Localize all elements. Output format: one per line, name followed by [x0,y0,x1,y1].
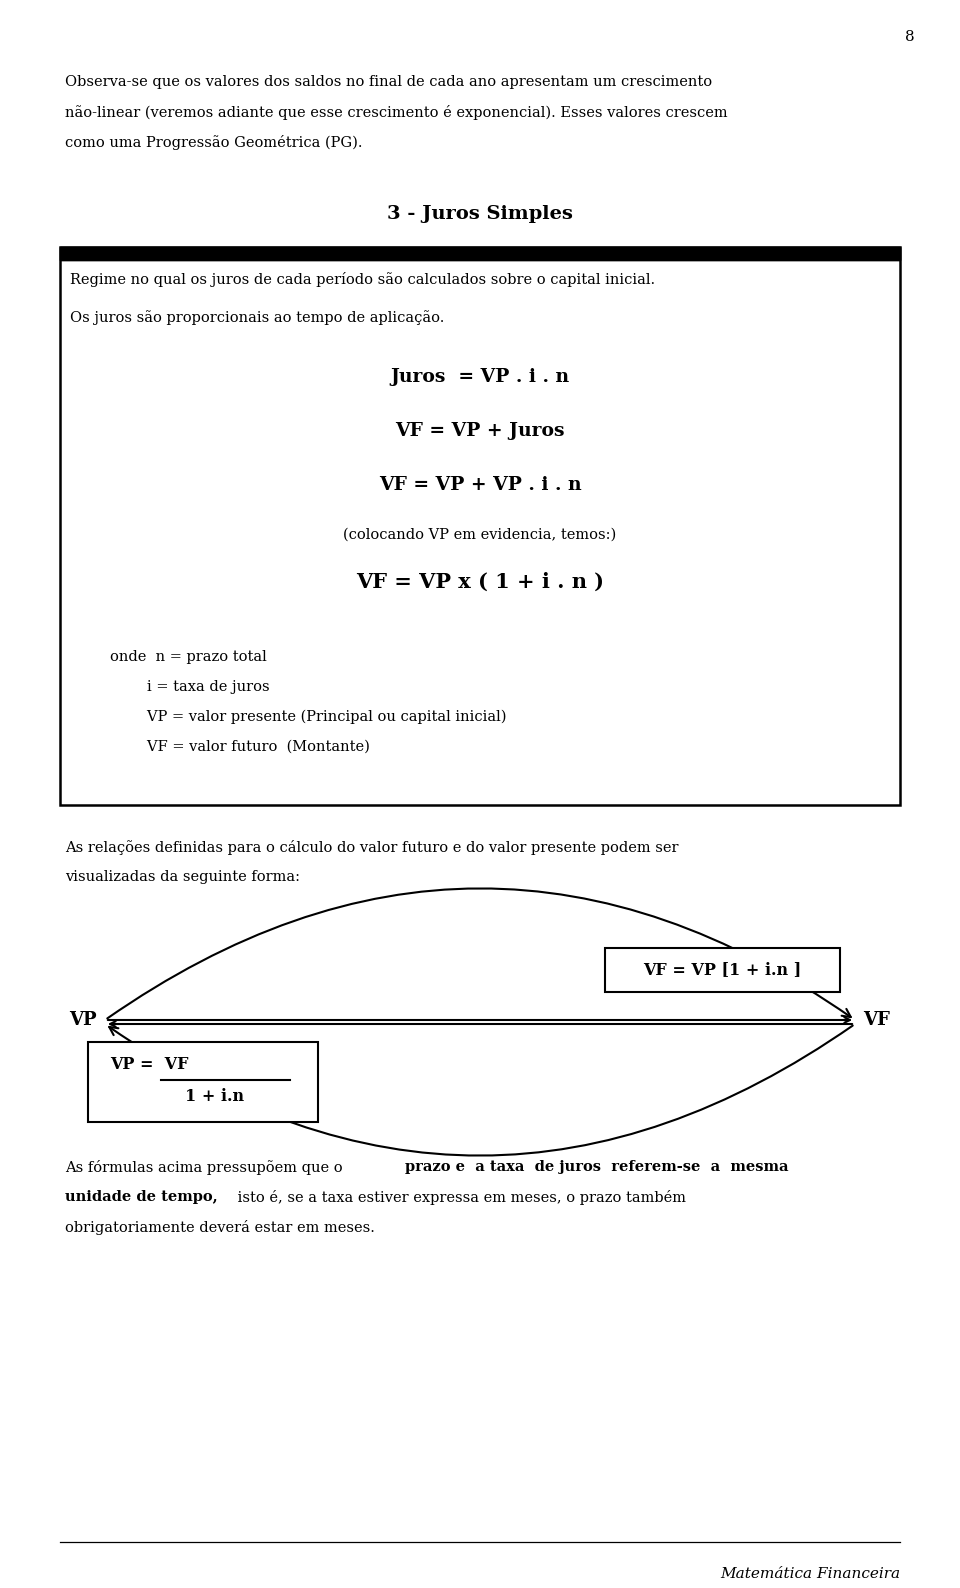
Text: onde  n = prazo total: onde n = prazo total [110,649,267,664]
Text: como uma Progressão Geométrica (PG).: como uma Progressão Geométrica (PG). [65,135,363,149]
Text: 8: 8 [905,30,915,44]
Text: Observa-se que os valores dos saldos no final de cada ano apresentam um crescime: Observa-se que os valores dos saldos no … [65,75,712,89]
Text: Juros  = VP . i . n: Juros = VP . i . n [391,368,569,386]
Text: isto é, se a taxa estiver expressa em meses, o prazo também: isto é, se a taxa estiver expressa em me… [233,1189,686,1205]
Text: unidade de tempo,: unidade de tempo, [65,1189,218,1204]
Bar [88,1042,318,1123]
Text: 3 - Juros Simples: 3 - Juros Simples [387,205,573,222]
Text: Matemática Financeira: Matemática Financeira [720,1567,900,1582]
FancyArrowPatch shape [108,888,851,1018]
Text: VP =  VF: VP = VF [110,1056,188,1073]
Text: VF = VP x ( 1 + i . n ): VF = VP x ( 1 + i . n ) [356,572,604,592]
FancyArrowPatch shape [109,1026,852,1156]
Bar [605,948,840,992]
Text: VF: VF [863,1012,890,1029]
Text: VP: VP [69,1012,97,1029]
Text: VF = VP [1 + i.n ]: VF = VP [1 + i.n ] [643,961,802,978]
Text: visualizadas da seguinte forma:: visualizadas da seguinte forma: [65,870,300,885]
Text: (colocando VP em evidencia, temos:): (colocando VP em evidencia, temos:) [344,527,616,542]
Text: prazo e  a taxa  de juros  referem-se  a  mesma: prazo e a taxa de juros referem-se a mes… [405,1159,788,1174]
Text: VF = valor futuro  (Montante): VF = valor futuro (Montante) [110,740,370,754]
Text: VP = valor presente (Principal ou capital inicial): VP = valor presente (Principal ou capita… [110,710,507,724]
Text: obrigatoriamente deverá estar em meses.: obrigatoriamente deverá estar em meses. [65,1220,374,1235]
Bar [60,248,900,260]
Text: VF = VP + VP . i . n: VF = VP + VP . i . n [378,476,582,494]
Text: As relações definidas para o cálculo do valor futuro e do valor presente podem s: As relações definidas para o cálculo do … [65,840,679,854]
Text: As fórmulas acima pressupõem que o: As fórmulas acima pressupõem que o [65,1159,348,1175]
Text: i = taxa de juros: i = taxa de juros [110,680,270,694]
Text: não-linear (veremos adiante que esse crescimento é exponencial). Esses valores c: não-linear (veremos adiante que esse cre… [65,105,728,121]
Text: Regime no qual os juros de cada período são calculados sobre o capital inicial.: Regime no qual os juros de cada período … [70,272,655,287]
Text: 1 + i.n: 1 + i.n [185,1088,245,1105]
Bar [60,248,900,805]
Text: Os juros são proporcionais ao tempo de aplicação.: Os juros são proporcionais ao tempo de a… [70,310,444,326]
Bar [60,248,900,260]
Text: VF = VP + Juros: VF = VP + Juros [396,422,564,440]
